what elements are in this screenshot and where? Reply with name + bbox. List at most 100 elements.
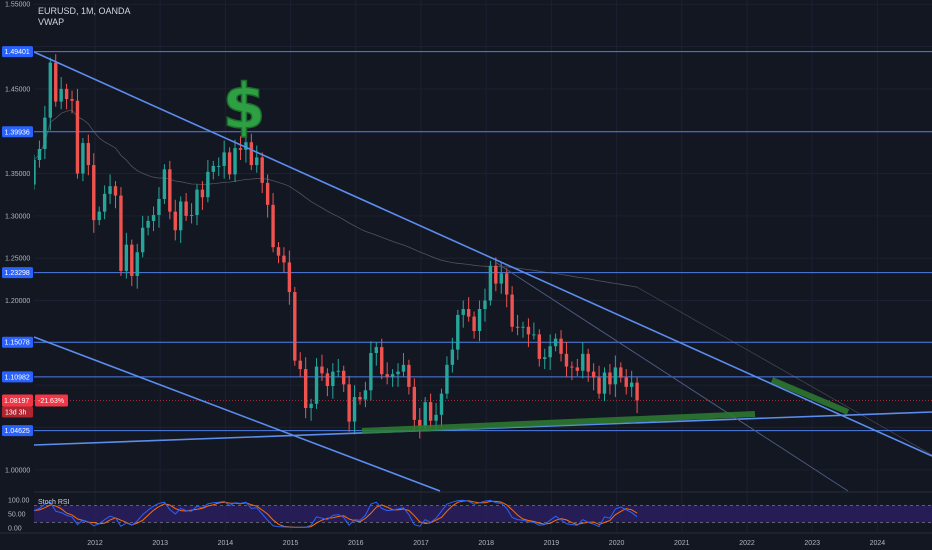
candle [575, 367, 580, 371]
candle [303, 369, 308, 409]
candle [233, 148, 237, 175]
candle [629, 382, 634, 387]
current-price-badge[interactable] [2, 394, 33, 407]
candle [48, 62, 52, 118]
candle [390, 374, 395, 377]
candle [265, 182, 270, 205]
candle [54, 62, 58, 102]
candle [124, 244, 129, 271]
change-label: -21.63% [38, 398, 64, 405]
level-price-badge[interactable] [2, 336, 33, 348]
secondary-trendline[interactable] [494, 261, 849, 492]
candle [276, 247, 281, 256]
candle [564, 353, 569, 367]
level-price-badge[interactable] [2, 46, 33, 58]
target-highlight [770, 377, 850, 415]
candle [92, 165, 96, 221]
candle [314, 366, 319, 404]
candle [162, 169, 167, 199]
candle [472, 316, 476, 332]
stoch-k-line [33, 499, 638, 528]
candle [195, 189, 199, 216]
candle [385, 374, 389, 377]
stoch-rsi-title[interactable]: Stoch RSI [38, 499, 70, 506]
level-price-badge[interactable] [2, 371, 33, 383]
candle [434, 414, 438, 421]
level-price-badge[interactable] [2, 126, 33, 138]
level-price-label: 1.39936 [5, 129, 30, 136]
candle [64, 88, 69, 100]
candle [43, 117, 47, 149]
candle [374, 347, 378, 354]
candle [347, 384, 351, 422]
level-price-label: 1.04625 [5, 428, 30, 435]
time-axis[interactable]: 2012 2013 2014 2015 2016 2017 2018 2019 2020 2021… [0, 532, 932, 547]
candle [227, 152, 232, 175]
horizontal-levels[interactable] [0, 51, 932, 493]
candle [635, 382, 639, 401]
candle [222, 152, 226, 166]
stoch-d-line [33, 500, 638, 528]
candle [466, 308, 471, 317]
year-label: 2016 [348, 540, 364, 547]
price-tick-label: 1.55000 [5, 2, 30, 9]
candle [179, 201, 183, 231]
stoch-rsi-pane[interactable]: Stoch RSI 100.00 50.00 0.00 [8, 498, 932, 533]
candle [380, 347, 384, 375]
candle [445, 364, 449, 394]
candle [553, 338, 558, 347]
candle [81, 143, 85, 174]
year-label: 2024 [870, 540, 886, 547]
candle [255, 157, 259, 166]
candle [456, 314, 460, 350]
candle [494, 265, 498, 284]
stoch-tick-label: 0.00 [8, 526, 22, 533]
candle [75, 100, 80, 174]
candle [151, 215, 156, 221]
candle [59, 88, 63, 102]
candle [293, 292, 297, 361]
candle [613, 367, 618, 385]
candle [135, 252, 139, 276]
candle [298, 360, 302, 370]
price-tick-label: 1.25000 [5, 256, 30, 263]
candle [260, 157, 264, 183]
symbol-title[interactable]: EURUSD, 1M, OANDA [38, 6, 131, 16]
candle [624, 377, 628, 387]
candle [108, 186, 112, 194]
candle [287, 262, 292, 293]
candle [369, 353, 373, 391]
indicator-title[interactable]: VWAP [38, 17, 65, 27]
candle [521, 326, 525, 328]
candle [543, 357, 547, 359]
year-label: 2014 [218, 540, 234, 547]
dollar-sign-icon: $ [222, 69, 267, 144]
candle [515, 326, 520, 328]
vwap-line [33, 109, 932, 456]
change-badge[interactable] [35, 394, 68, 407]
countdown-badge [2, 406, 33, 418]
vwap-extension [636, 286, 932, 456]
price-tick-label: 1.45000 [5, 86, 30, 93]
candle [396, 371, 400, 375]
chart-legend: EURUSD, 1M, OANDA VWAP [38, 6, 131, 28]
candle [217, 165, 221, 167]
candle [581, 353, 585, 371]
candle [548, 346, 552, 358]
level-price-badge[interactable] [2, 425, 33, 437]
lower-channel-trendline[interactable] [33, 336, 441, 492]
year-label: 2012 [87, 540, 103, 547]
year-label: 2013 [152, 540, 168, 547]
candle [184, 201, 188, 216]
candle [309, 403, 313, 409]
descending-trendline[interactable] [33, 51, 932, 457]
price-axis[interactable]: 1.55000 1.45000 1.35000 1.30000 1.25000 1.200… [0, 0, 68, 550]
candle [602, 372, 607, 394]
candle [189, 215, 194, 217]
candle [363, 390, 368, 400]
level-price-badge[interactable] [2, 267, 33, 279]
candle [477, 308, 482, 332]
year-label: 2019 [544, 540, 560, 547]
